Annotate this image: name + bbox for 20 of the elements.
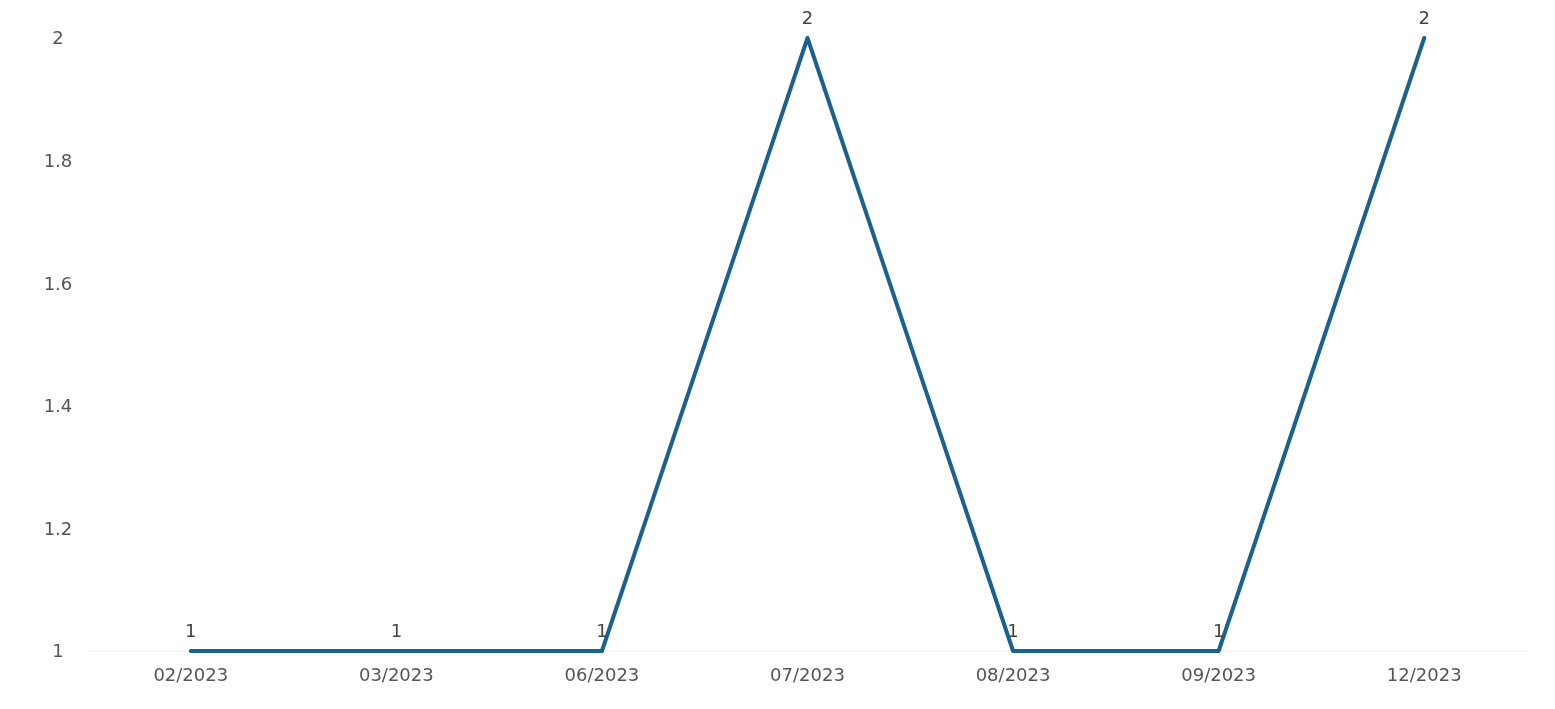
y-tick-label: 1.6 (43, 272, 73, 294)
x-tick-label: 09/2023 (1181, 664, 1257, 685)
x-tick-label: 02/2023 (153, 664, 229, 685)
x-tick-label: 03/2023 (358, 664, 434, 685)
data-label: 1 (1007, 620, 1019, 641)
x-tick-label: 06/2023 (564, 664, 640, 685)
x-tick-label: 12/2023 (1386, 664, 1462, 685)
y-tick-label: 2 (52, 27, 64, 49)
x-tick-label: 07/2023 (770, 664, 845, 685)
y-tick-label: 1.4 (43, 395, 73, 417)
x-tick-label: 08/2023 (975, 664, 1051, 685)
data-label: 1 (390, 620, 403, 641)
data-label: 1 (185, 620, 197, 641)
y-tick-label: 1.8 (43, 149, 73, 171)
y-tick-label: 1.2 (43, 517, 73, 539)
data-label: 2 (1418, 7, 1430, 28)
data-label: 1 (596, 620, 608, 641)
y-tick-label: 1 (52, 640, 64, 662)
data-label: 1 (1212, 620, 1225, 641)
data-label: 2 (801, 7, 814, 28)
